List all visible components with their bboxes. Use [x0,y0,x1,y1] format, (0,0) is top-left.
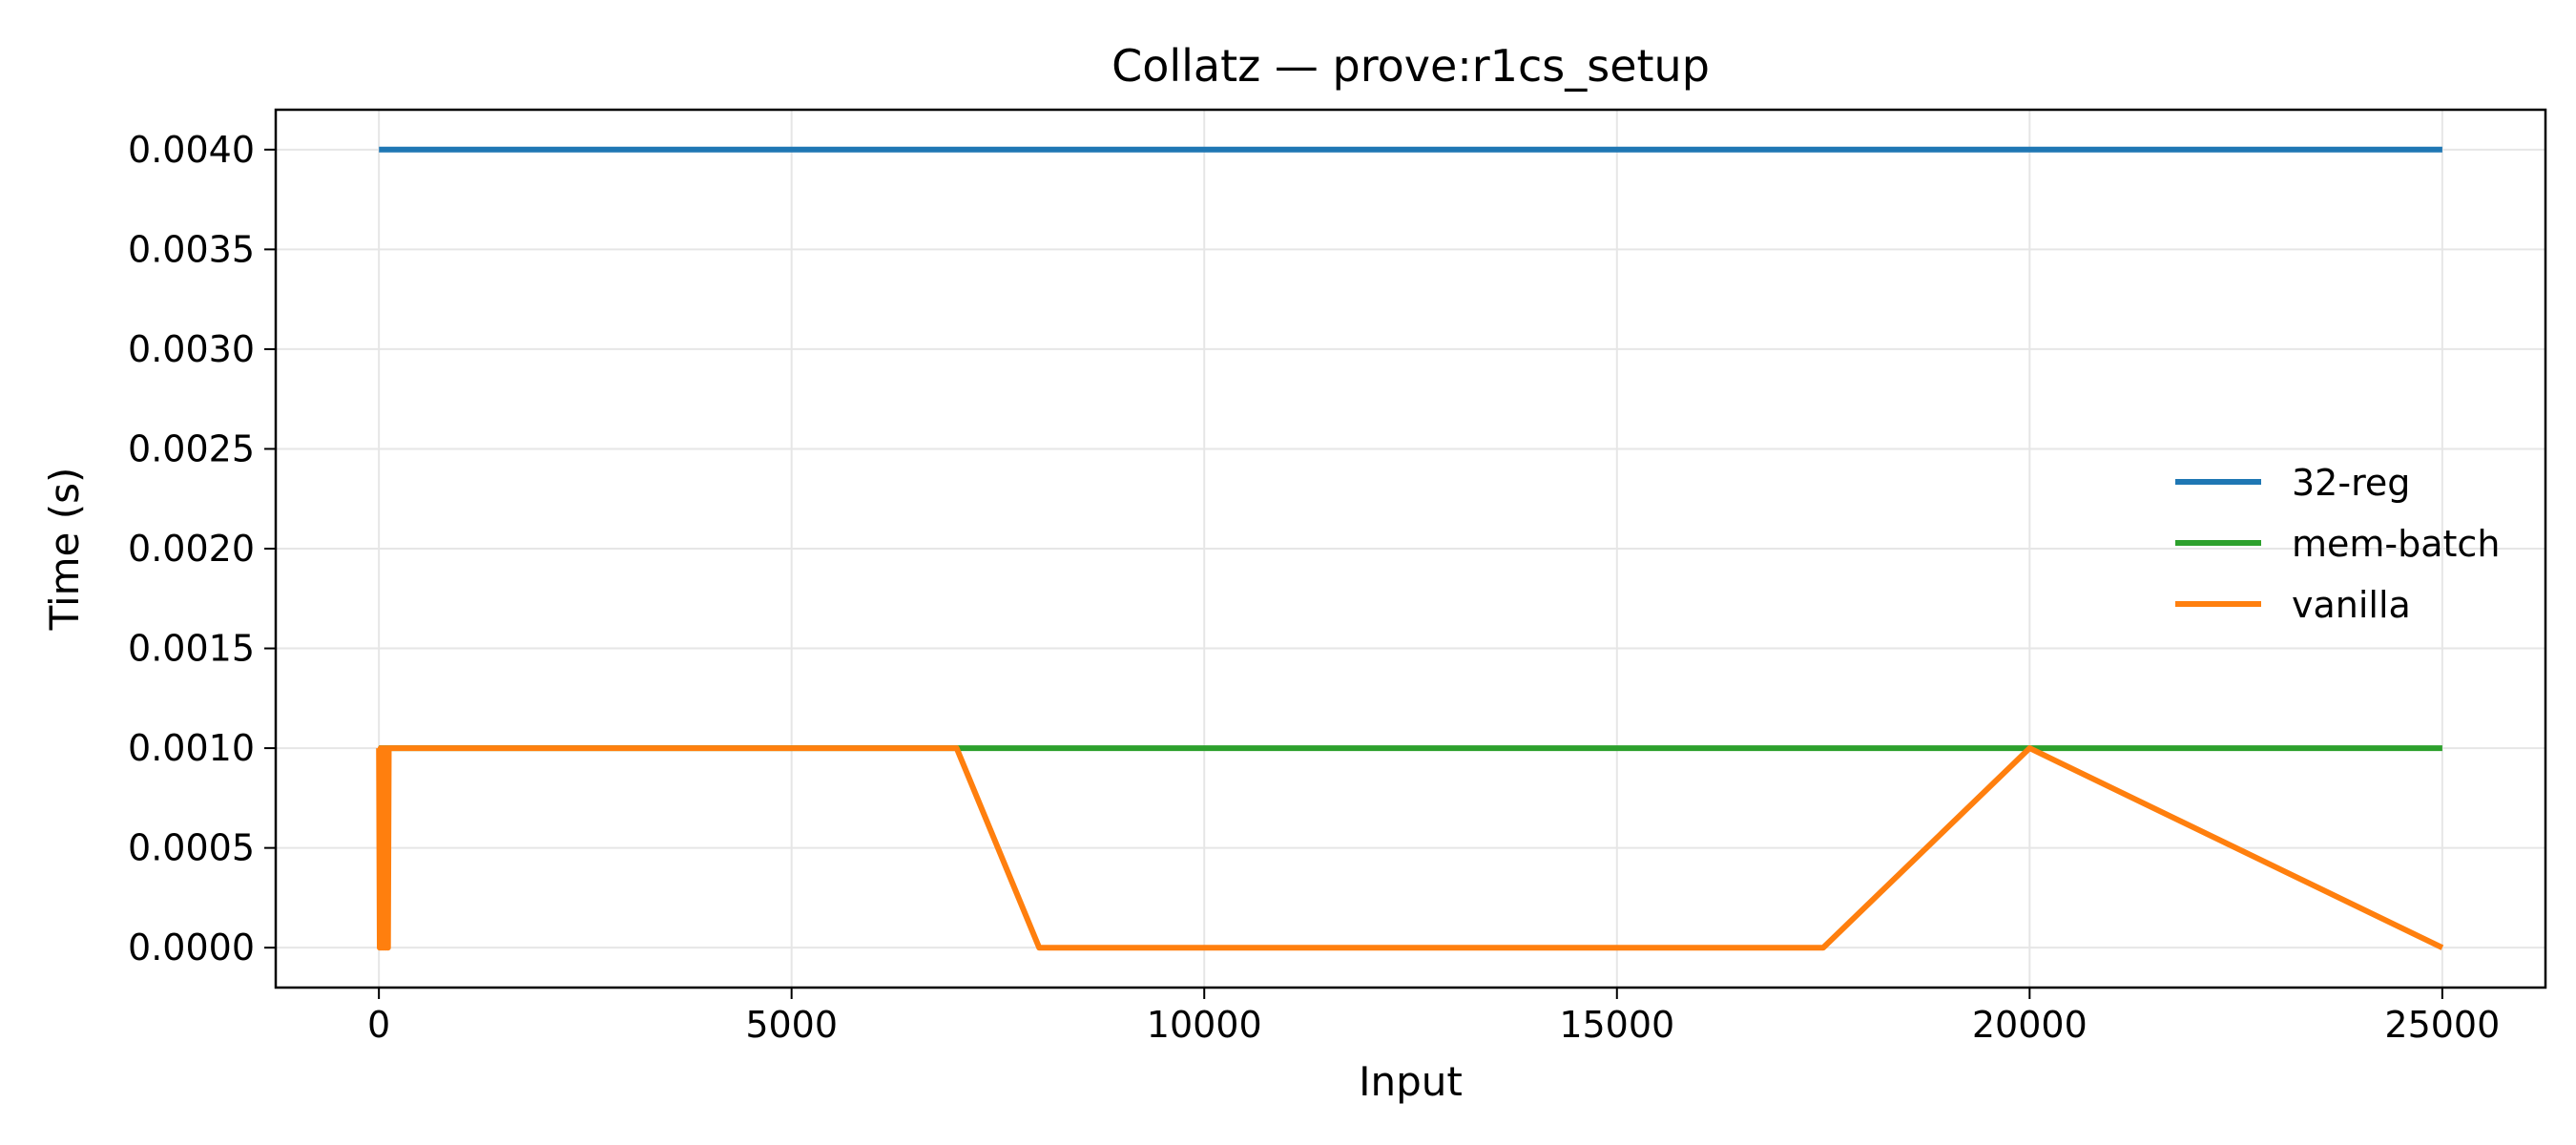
legend: 32-reg mem-batch vanilla [2175,462,2500,626]
x-axis-label: Input [1359,1058,1463,1105]
y-axis-label: Time (s) [41,468,88,632]
x-tick-label: 15000 [1559,1004,1674,1046]
x-tick-label: 25000 [2384,1004,2500,1046]
y-tick-label: 0.0030 [128,328,255,370]
y-tick-label: 0.0040 [128,129,255,171]
x-tick-label: 0 [367,1004,390,1046]
chart-title: Collatz — prove:r1cs_setup [1111,40,1710,92]
series-layer [376,146,2444,951]
series-line-vanilla [376,745,2444,951]
x-tick-label: 20000 [1972,1004,2088,1046]
y-tick-label: 0.0035 [128,228,255,270]
legend-label: 32-reg [2292,462,2410,504]
tick-layer: 0 5000 10000 15000 20000 25000 0.0000 0.0005 0.0… [128,129,2500,1046]
legend-label: mem-batch [2292,523,2500,565]
y-tick-label: 0.0005 [128,827,255,869]
x-tick-label: 5000 [745,1004,838,1046]
y-tick-label: 0.0020 [128,528,255,570]
y-tick-label: 0.0010 [128,727,255,769]
y-tick-label: 0.0015 [128,628,255,670]
legend-label: vanilla [2292,584,2411,626]
grid-layer [276,110,2545,988]
x-tick-label: 10000 [1147,1004,1262,1046]
y-tick-label: 0.0025 [128,427,255,469]
y-tick-label: 0.0000 [128,926,255,968]
